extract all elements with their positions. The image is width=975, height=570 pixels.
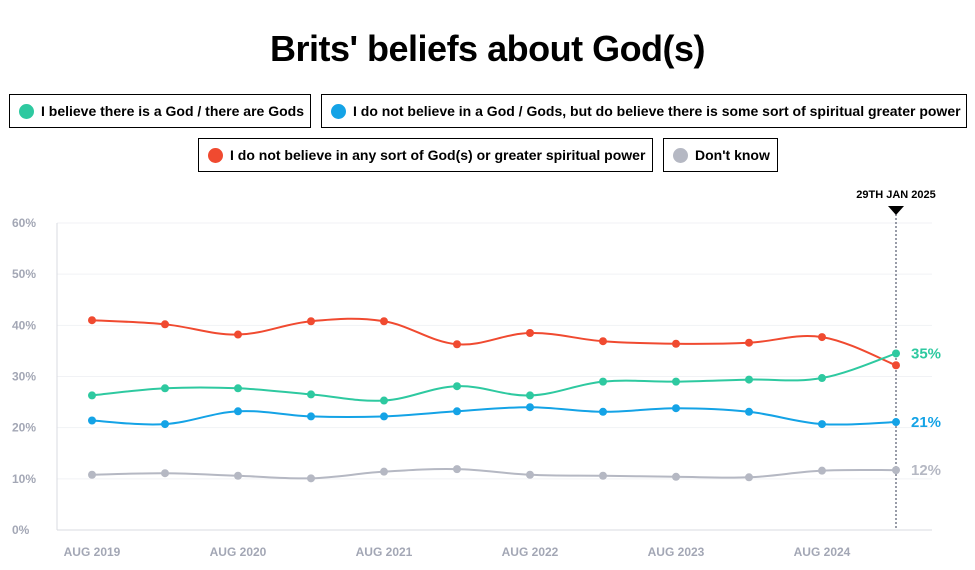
legend-dot-icon [331, 103, 346, 119]
series-line [91, 352, 897, 402]
series-line [91, 467, 897, 480]
data-point [161, 469, 169, 478]
y-tick-label: 20% [12, 421, 36, 435]
data-point [234, 407, 242, 416]
data-point [818, 333, 826, 342]
legend-item-no-belief[interactable]: I do not believe in any sort of God(s) o… [198, 138, 653, 172]
data-point [892, 418, 900, 427]
data-point [892, 466, 900, 475]
y-tick-label: 50% [12, 267, 36, 281]
legend-item-dont-know[interactable]: Don't know [663, 138, 778, 172]
data-point [161, 384, 169, 393]
data-point [380, 467, 388, 476]
data-point [672, 472, 680, 481]
legend-label: I do not believe in any sort of God(s) o… [230, 147, 646, 163]
data-point [672, 339, 680, 348]
data-point [234, 471, 242, 480]
legend-label: I believe there is a God / there are God… [41, 103, 304, 119]
data-point [88, 316, 96, 325]
legend-dot-icon [19, 103, 34, 119]
data-point [599, 377, 607, 386]
data-point [745, 375, 753, 384]
data-point [307, 317, 315, 326]
data-point [745, 338, 753, 347]
data-point [453, 407, 461, 416]
data-point [526, 403, 534, 412]
data-point [307, 474, 315, 483]
y-tick-label: 10% [12, 472, 36, 486]
data-point [892, 361, 900, 370]
x-tick-label: AUG 2022 [502, 545, 559, 559]
data-point [380, 412, 388, 421]
data-point [453, 340, 461, 349]
data-point [526, 391, 534, 400]
data-point [818, 374, 826, 383]
series-end-label: 12% [911, 462, 941, 479]
x-tick-label: AUG 2024 [794, 545, 851, 559]
legend-item-spiritual-power[interactable]: I do not believe in a God / Gods, but do… [321, 94, 967, 128]
series-line [91, 406, 897, 426]
data-point [307, 390, 315, 399]
data-point [88, 470, 96, 479]
date-marker-triangle-icon [888, 206, 904, 215]
y-tick-label: 30% [12, 370, 36, 384]
data-point [672, 377, 680, 386]
series-end-label: 35% [911, 345, 941, 362]
y-tick-label: 0% [12, 523, 30, 537]
data-point [892, 349, 900, 358]
data-point [818, 420, 826, 429]
legend-label: I do not believe in a God / Gods, but do… [353, 103, 961, 119]
series-end-label: 21% [911, 414, 941, 431]
x-tick-label: AUG 2020 [210, 545, 267, 559]
legend-dot-icon [673, 147, 688, 163]
data-point [453, 465, 461, 474]
y-tick-label: 60% [12, 216, 36, 230]
data-point [745, 473, 753, 482]
data-point [307, 412, 315, 421]
chart-title: Brits' beliefs about God(s) [269, 28, 706, 69]
data-point [599, 471, 607, 480]
x-tick-label: AUG 2021 [356, 545, 413, 559]
data-point [234, 330, 242, 339]
legend-label: Don't know [695, 147, 770, 163]
data-point [161, 320, 169, 329]
data-point [161, 420, 169, 429]
data-point [599, 407, 607, 416]
series-line [91, 317, 897, 367]
y-tick-label: 40% [12, 318, 36, 332]
data-point [526, 329, 534, 338]
data-point [672, 404, 680, 413]
date-marker-label: 29TH JAN 2025 [856, 189, 936, 201]
data-point [453, 382, 461, 391]
data-point [88, 416, 96, 425]
legend-dot-icon [208, 147, 223, 163]
data-point [88, 391, 96, 400]
legend-item-believe-god[interactable]: I believe there is a God / there are God… [9, 94, 311, 128]
x-tick-label: AUG 2023 [648, 545, 705, 559]
x-tick-label: AUG 2019 [64, 545, 121, 559]
data-point [526, 470, 534, 479]
data-point [599, 337, 607, 346]
data-point [745, 407, 753, 416]
data-point [380, 396, 388, 405]
data-point [818, 466, 826, 475]
data-point [234, 384, 242, 393]
data-point [380, 317, 388, 326]
